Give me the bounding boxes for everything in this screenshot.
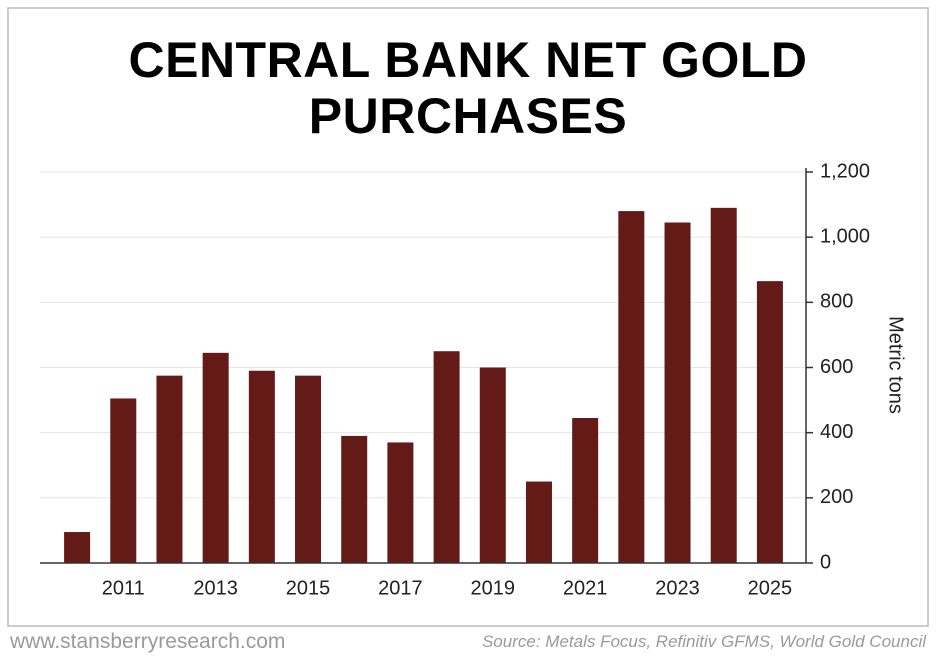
chart-frame bbox=[7, 7, 929, 627]
x-tick-label: 2019 bbox=[471, 577, 516, 599]
bar bbox=[341, 435, 368, 563]
bar bbox=[156, 375, 183, 563]
y-tick-label: 400 bbox=[820, 421, 853, 443]
bar bbox=[202, 352, 229, 563]
x-tick-label: 2021 bbox=[563, 577, 608, 599]
source: Source: Metals Focus, Refinitiv GFMS, Wo… bbox=[481, 632, 926, 651]
y-tick-label: 1,200 bbox=[820, 160, 870, 182]
bar bbox=[479, 367, 506, 563]
y-tick-label: 1,000 bbox=[820, 225, 870, 247]
bar bbox=[248, 370, 275, 563]
y-tick-label: 800 bbox=[820, 291, 853, 313]
bar bbox=[295, 375, 322, 563]
x-tick-label: 2013 bbox=[193, 577, 238, 599]
bar bbox=[525, 481, 552, 563]
y-tick-label: 0 bbox=[820, 551, 831, 573]
y-tick-label: 200 bbox=[820, 486, 853, 508]
bar bbox=[756, 281, 783, 563]
bar bbox=[572, 418, 599, 563]
x-tick-label: 2011 bbox=[102, 577, 145, 599]
bar bbox=[433, 351, 460, 563]
bar bbox=[387, 442, 414, 563]
bar bbox=[64, 532, 91, 563]
bar bbox=[110, 398, 137, 563]
chart-title: CENTRAL BANK NET GOLD PURCHASES bbox=[128, 32, 808, 144]
y-tick-label: 600 bbox=[820, 356, 853, 378]
bar bbox=[710, 207, 737, 563]
website: www.stansberryresearch.com bbox=[10, 630, 286, 653]
x-tick-label: 2025 bbox=[748, 577, 793, 599]
x-tick-label: 2017 bbox=[378, 577, 423, 599]
bar bbox=[664, 222, 691, 564]
y-axis-label: Metric tons bbox=[885, 316, 907, 414]
x-tick-label: 2015 bbox=[286, 577, 331, 599]
x-tick-label: 2023 bbox=[655, 577, 700, 599]
bar bbox=[618, 211, 645, 563]
